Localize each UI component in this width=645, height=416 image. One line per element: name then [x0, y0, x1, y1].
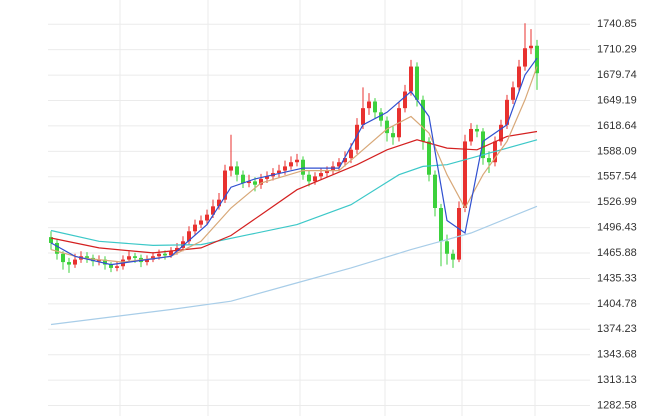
y-tick-label: 1435.33	[597, 272, 637, 284]
candle-body	[505, 99, 509, 125]
y-tick-label: 1465.88	[597, 247, 637, 259]
candle-body	[109, 264, 113, 268]
candle-body	[133, 256, 137, 258]
candle-body	[55, 242, 59, 254]
candle-body	[163, 253, 167, 256]
y-tick-label: 1618.64	[597, 120, 637, 132]
candle-body	[523, 48, 527, 67]
vertical-grid	[119, 0, 536, 416]
candle-body	[307, 174, 311, 182]
candle-body	[199, 220, 203, 225]
candle-body	[103, 259, 107, 265]
candle-body	[157, 253, 161, 257]
candle-body	[169, 251, 173, 256]
candle-body	[67, 262, 71, 265]
y-tick-label: 1557.54	[597, 171, 637, 183]
candle-body	[439, 208, 443, 242]
candle-body	[259, 178, 263, 185]
candle-body	[229, 166, 233, 171]
candle-body	[289, 162, 293, 167]
candle-body	[457, 208, 461, 260]
candle-body	[445, 241, 449, 254]
candle-body	[535, 45, 539, 74]
candle-body	[409, 66, 413, 92]
candle-body	[421, 99, 425, 142]
candle-body	[211, 206, 215, 215]
candle-body	[433, 174, 437, 208]
candle-body	[127, 256, 131, 260]
candle-body	[223, 170, 227, 200]
candle-body	[367, 101, 371, 109]
candle-body	[235, 166, 239, 175]
candle-body	[343, 158, 347, 163]
candle-body	[379, 112, 383, 121]
y-tick-label: 1526.99	[597, 196, 637, 208]
candle-body	[97, 259, 101, 262]
y-tick-label: 1496.43	[597, 222, 637, 234]
candle-body	[187, 231, 191, 242]
candle-body	[205, 214, 209, 221]
y-tick-label: 1343.68	[597, 349, 637, 361]
y-tick-label: 1649.19	[597, 94, 637, 106]
candle-body	[49, 237, 53, 243]
candle-body	[469, 128, 473, 142]
candle-body	[217, 199, 221, 207]
y-tick-label: 1404.78	[597, 298, 637, 310]
y-tick-label: 1374.23	[597, 323, 637, 335]
candle-body	[301, 159, 305, 175]
y-tick-label: 1313.13	[597, 374, 637, 386]
candle-body	[517, 66, 521, 88]
candle-body	[175, 247, 179, 252]
candle-body	[403, 91, 407, 109]
candle-body	[481, 131, 485, 159]
candle-body	[325, 170, 329, 174]
candle-body	[337, 162, 341, 167]
candle-body	[61, 253, 65, 263]
candle-body	[511, 87, 515, 100]
candle-body	[349, 149, 353, 159]
moving-average-line	[50, 130, 538, 254]
candle-body	[313, 176, 317, 182]
candle-body	[355, 124, 359, 150]
y-tick-label: 1710.29	[597, 44, 637, 56]
candle-body	[499, 124, 503, 142]
candle-body	[427, 141, 431, 175]
candle-body	[529, 45, 533, 49]
candle-body	[115, 266, 119, 268]
candle-body	[415, 66, 419, 100]
candle-body	[193, 224, 197, 232]
candle-body	[475, 128, 479, 132]
y-tick-label: 1588.09	[597, 145, 637, 157]
y-tick-label: 1740.85	[597, 18, 637, 30]
candle-body	[295, 159, 299, 163]
candle-body	[277, 170, 281, 174]
y-tick-label: 1282.58	[597, 399, 637, 411]
moving-average-line	[50, 57, 538, 266]
candle-body	[73, 259, 77, 265]
candle-body	[145, 259, 149, 263]
candle-body	[451, 253, 455, 260]
candle-body	[385, 120, 389, 134]
candle-body	[85, 256, 89, 258]
candle-body	[361, 108, 365, 125]
candle-body	[373, 101, 377, 113]
candle-body	[463, 141, 467, 208]
candle-body	[283, 166, 287, 171]
candle-body	[319, 173, 323, 177]
y-tick-label: 1679.74	[597, 69, 637, 81]
moving-average-line	[50, 139, 538, 247]
candle-body	[487, 158, 491, 163]
candle-body	[241, 174, 245, 184]
candle-body	[247, 181, 251, 184]
moving-average-line	[50, 205, 538, 326]
candle-body	[391, 133, 395, 138]
candle-body	[265, 176, 269, 179]
candle-body	[253, 181, 257, 185]
